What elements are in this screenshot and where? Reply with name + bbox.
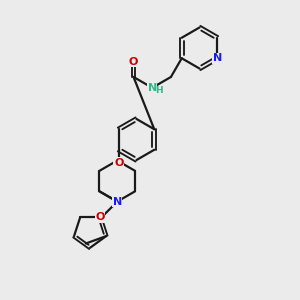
Text: O: O [95, 212, 105, 222]
Text: N: N [148, 83, 157, 93]
Text: H: H [155, 86, 163, 95]
Text: O: O [114, 158, 123, 168]
Text: N: N [112, 196, 122, 207]
Text: N: N [213, 53, 222, 63]
Text: O: O [129, 57, 138, 67]
